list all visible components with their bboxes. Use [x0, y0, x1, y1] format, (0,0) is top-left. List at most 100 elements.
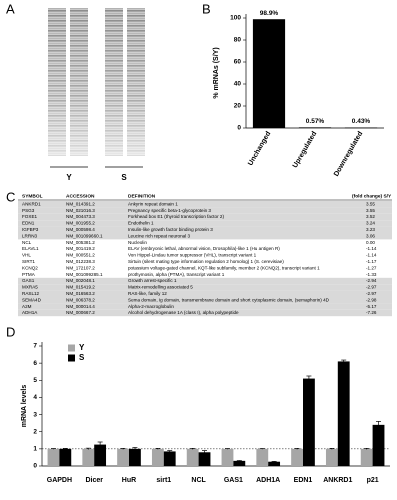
table-cell: GAS1: [22, 278, 35, 283]
x-tick-label: GAS1: [224, 477, 243, 484]
table-cell: Ankyrin repeat domain 1: [128, 201, 178, 206]
table-cell: NM_001099285.1: [66, 272, 103, 277]
lane-label: Y: [66, 173, 72, 182]
table-cell: Leucine rich repeat neuronal 3: [128, 233, 191, 238]
table-cell: Alpha-2-macroglobulin: [128, 304, 174, 309]
error-bar: [97, 441, 103, 448]
table-cell: -1.14: [366, 253, 377, 258]
table-cell: 3.55: [366, 208, 375, 213]
row-shade: [18, 207, 392, 214]
table-cell: Growth arrest-specific 1: [128, 278, 177, 283]
error-bar: [202, 450, 208, 454]
row-shade: [18, 309, 392, 317]
bar: [151, 448, 164, 466]
table-cell: potassium voltage-gated channel, KQT-lik…: [128, 265, 320, 270]
table-cell: Matrix-remodelling associated 5: [128, 285, 193, 290]
bar: [198, 452, 211, 466]
x-tick-label: Upregulated: [292, 130, 318, 169]
bar: [252, 19, 286, 128]
table-cell: 3.06: [366, 233, 375, 238]
row-shade: [18, 277, 392, 285]
legend-label: S: [79, 353, 85, 362]
legend-label: Y: [79, 343, 85, 352]
x-tick-label: Downregulated: [333, 130, 364, 177]
error-bar: [294, 447, 300, 450]
error-bar: [329, 447, 335, 450]
error-bar: [341, 359, 347, 363]
table-cell: KCNQ2: [22, 265, 38, 270]
panel-label: C: [6, 189, 15, 204]
y-tick-label: 40: [234, 81, 242, 88]
table-cell: NM_001955.2: [66, 221, 95, 226]
table-cell: Endothelin 1: [128, 221, 154, 226]
table-cell: NM_016563.2: [66, 291, 95, 296]
table-cell: Nucleolin: [128, 240, 147, 245]
x-tick-label: HuR: [122, 477, 136, 484]
table-cell: SIRT1: [22, 259, 35, 264]
y-tick-label: 100: [230, 15, 241, 22]
table-cell: NM_006378.2: [66, 297, 95, 302]
row-shade: [18, 201, 392, 208]
row-shade: [18, 233, 392, 240]
y-tick-label: 2: [33, 428, 37, 435]
table-cell: MXRA5: [22, 285, 38, 290]
table-cell: -5.17: [366, 304, 377, 309]
table-cell: LRRN3: [22, 233, 38, 238]
y-tick-label: 7: [33, 343, 37, 350]
table-cell: PTMA: [22, 272, 36, 277]
x-tick-label: ANKRD1: [323, 477, 352, 484]
bar: [325, 448, 338, 466]
table-cell: NM_000014.4: [66, 304, 95, 309]
bar: [59, 448, 72, 466]
bar: [82, 448, 95, 466]
table-cell: -2.97: [366, 285, 377, 290]
table-cell: -2.98: [366, 297, 377, 302]
row-shade: [18, 220, 392, 227]
bar: [291, 448, 303, 466]
table-cell: NM_001419.2: [66, 246, 95, 251]
table-cell: 3.52: [366, 214, 375, 219]
gel-image: [44, 8, 150, 168]
table-cell: 3.24: [366, 221, 375, 226]
error-bar: [271, 461, 277, 463]
table-cell: IGFBP3: [22, 227, 39, 232]
table-cell: -7.26: [366, 310, 377, 315]
value-label: 98.9%: [260, 10, 279, 17]
error-bar: [259, 448, 265, 450]
table-cell: PSG3: [22, 208, 35, 213]
table-cell: NM_005381.2: [66, 240, 95, 245]
table-cell: NM_000598.4: [66, 227, 95, 232]
lane-label: S: [121, 173, 127, 182]
value-label: 0.57%: [306, 118, 325, 125]
value-label: 0.43%: [352, 118, 371, 125]
x-tick-label: NCL: [191, 477, 206, 484]
table-cell: -1.27: [366, 265, 377, 270]
panel-label: D: [6, 324, 15, 339]
table-cell: NM_004473.3: [66, 214, 95, 219]
y-tick-label: 5: [33, 377, 37, 384]
table-cell: 3.55: [366, 201, 375, 206]
error-bar: [50, 448, 56, 450]
bar: [344, 127, 378, 129]
table-cell: NM_000551.2: [66, 253, 95, 258]
column-header: ACCESSION: [66, 193, 95, 199]
y-tick-label: 80: [234, 37, 242, 44]
x-tick-label: sirt1: [156, 477, 171, 484]
error-bar: [85, 447, 91, 450]
y-tick-label: 60: [234, 59, 242, 66]
table-cell: NM_015419.2: [66, 285, 95, 290]
table-cell: ADH1A: [22, 310, 38, 315]
y-tick-label: 20: [234, 103, 242, 110]
error-bar: [120, 447, 126, 450]
bar: [337, 361, 350, 466]
bar: [268, 461, 281, 466]
table-cell: Sema domain, Ig domain, transmembrane do…: [128, 297, 330, 302]
table-cell: Pregnancy specific beta-1-glycoprotein 3: [128, 208, 211, 213]
y-tick-label: 0: [33, 463, 37, 470]
bar: [372, 424, 385, 466]
bar: [129, 448, 141, 466]
row-shade: [18, 284, 392, 291]
error-bar: [190, 447, 196, 450]
